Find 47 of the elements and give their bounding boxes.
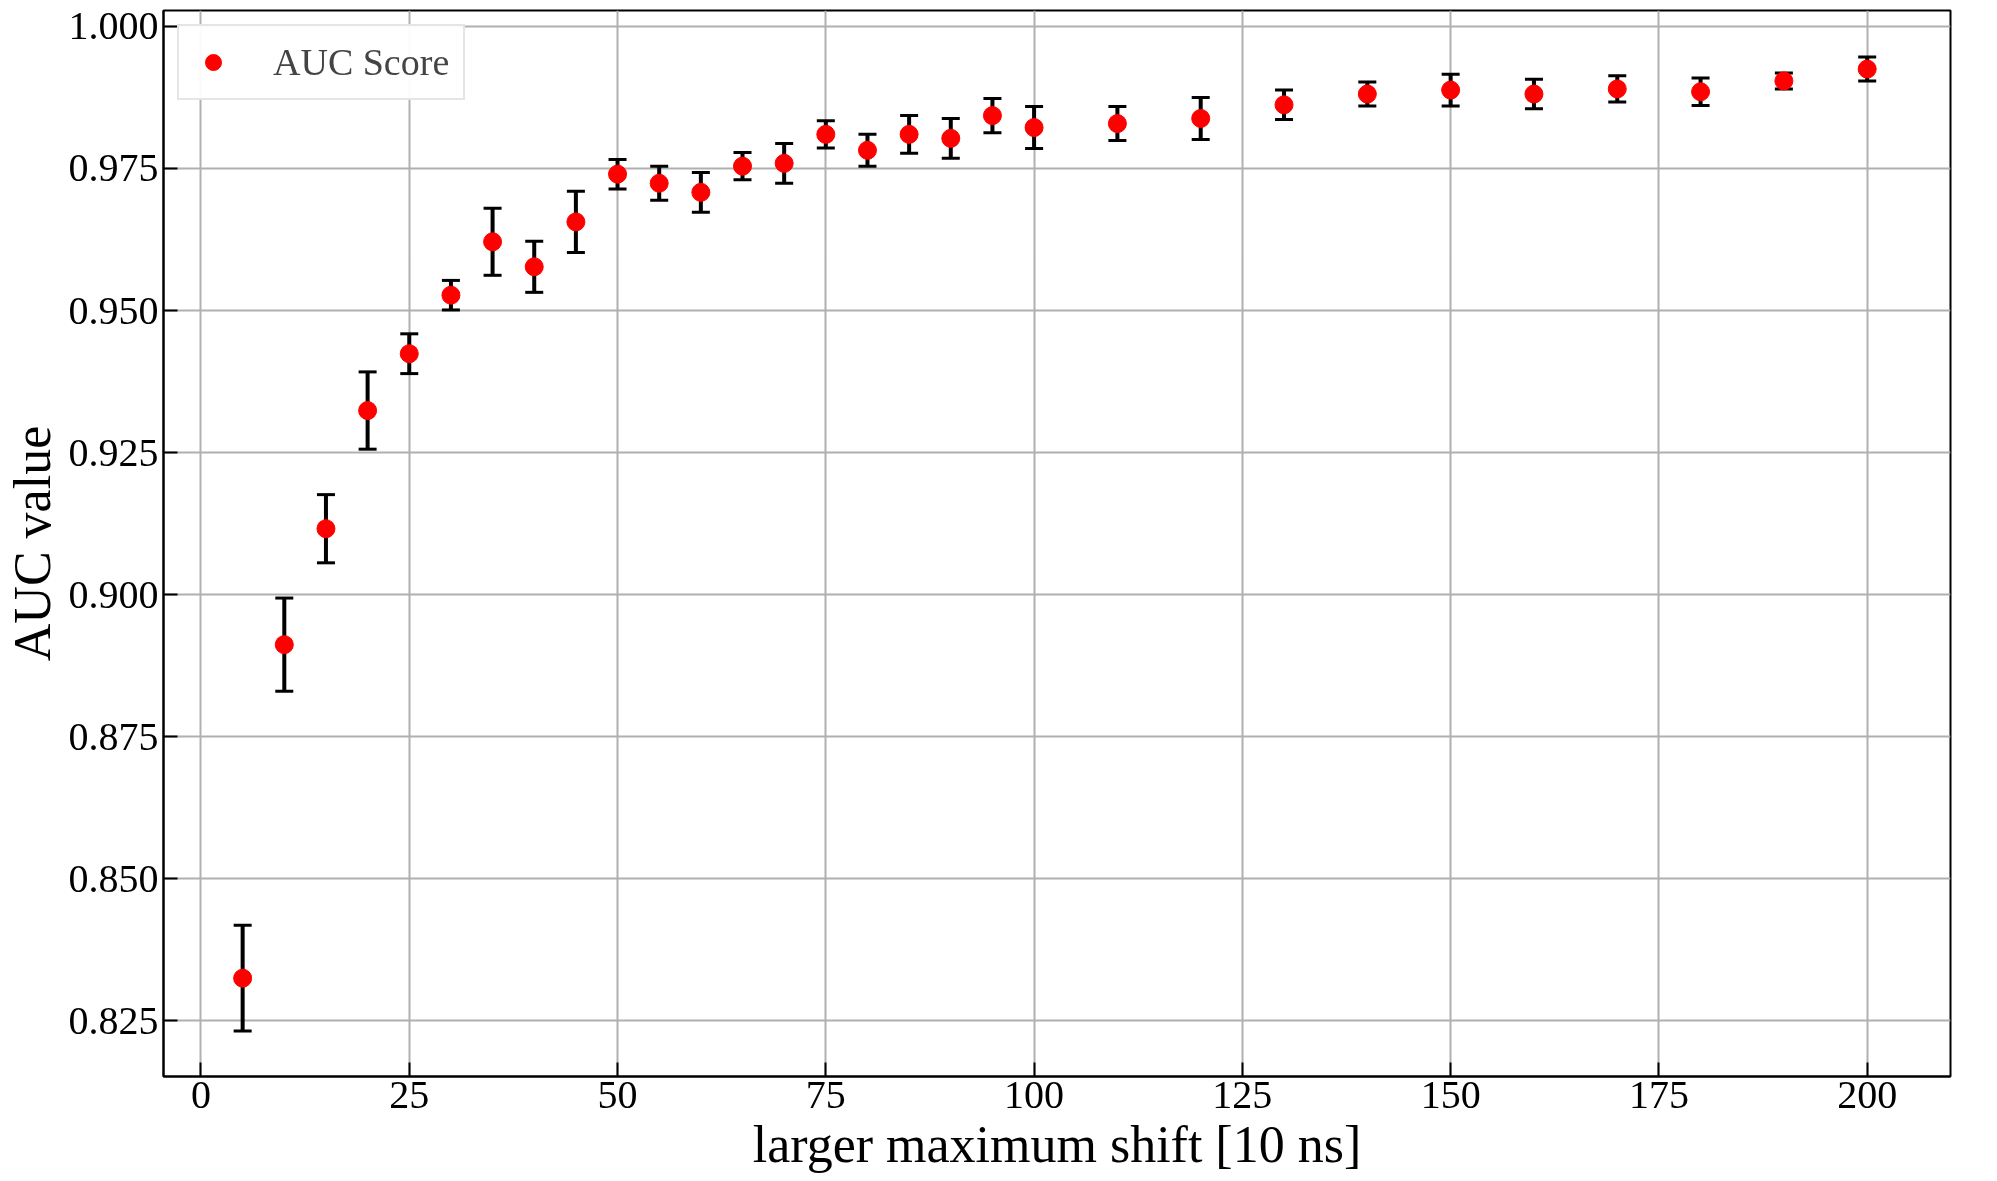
point [857,140,877,160]
y-tick-label: 0.900 [68,571,159,617]
x-tick-label: 175 [1628,1071,1689,1117]
point [691,182,711,202]
point [1024,118,1044,138]
x-tick-label: 125 [1212,1071,1273,1117]
y-tick-label: 0.875 [68,713,159,759]
point [316,519,336,539]
x-tick-label: 0 [190,1071,211,1117]
point [649,173,669,193]
point [1274,95,1294,115]
point [1191,108,1211,128]
x-tick-label: 75 [805,1071,846,1117]
point [566,212,586,232]
x-tick-label: 200 [1837,1071,1898,1117]
x-axis-title: larger maximum shift [10 ns] [752,1115,1362,1173]
point [233,968,253,988]
point [941,128,961,148]
y-axis-title: AUC value [3,425,61,662]
point [982,106,1002,126]
point [1107,114,1127,134]
point [733,156,752,176]
y-tick-label: 0.975 [68,145,159,191]
point [1607,79,1627,99]
y-tick-label: 0.950 [68,287,159,333]
point [899,124,919,144]
point [608,164,628,184]
x-tick-label: 50 [597,1071,638,1117]
x-tick-label: 100 [1004,1071,1065,1117]
y-tick-label: 0.925 [68,429,159,475]
point [816,124,836,144]
point [1691,82,1711,102]
point [399,344,419,364]
point [1441,80,1461,100]
y-tick-label: 1.000 [68,3,159,49]
point [274,635,294,655]
x-tick-label: 25 [389,1071,430,1117]
point [441,285,461,305]
y-tick-label: 0.850 [68,855,159,901]
point [774,153,794,173]
point [358,401,378,421]
legend-label: AUC Score [273,40,450,84]
y-tick-label: 0.825 [68,997,159,1043]
x-tick-label: 150 [1420,1071,1481,1117]
point [1524,84,1544,104]
point [524,257,544,277]
point [483,232,503,252]
